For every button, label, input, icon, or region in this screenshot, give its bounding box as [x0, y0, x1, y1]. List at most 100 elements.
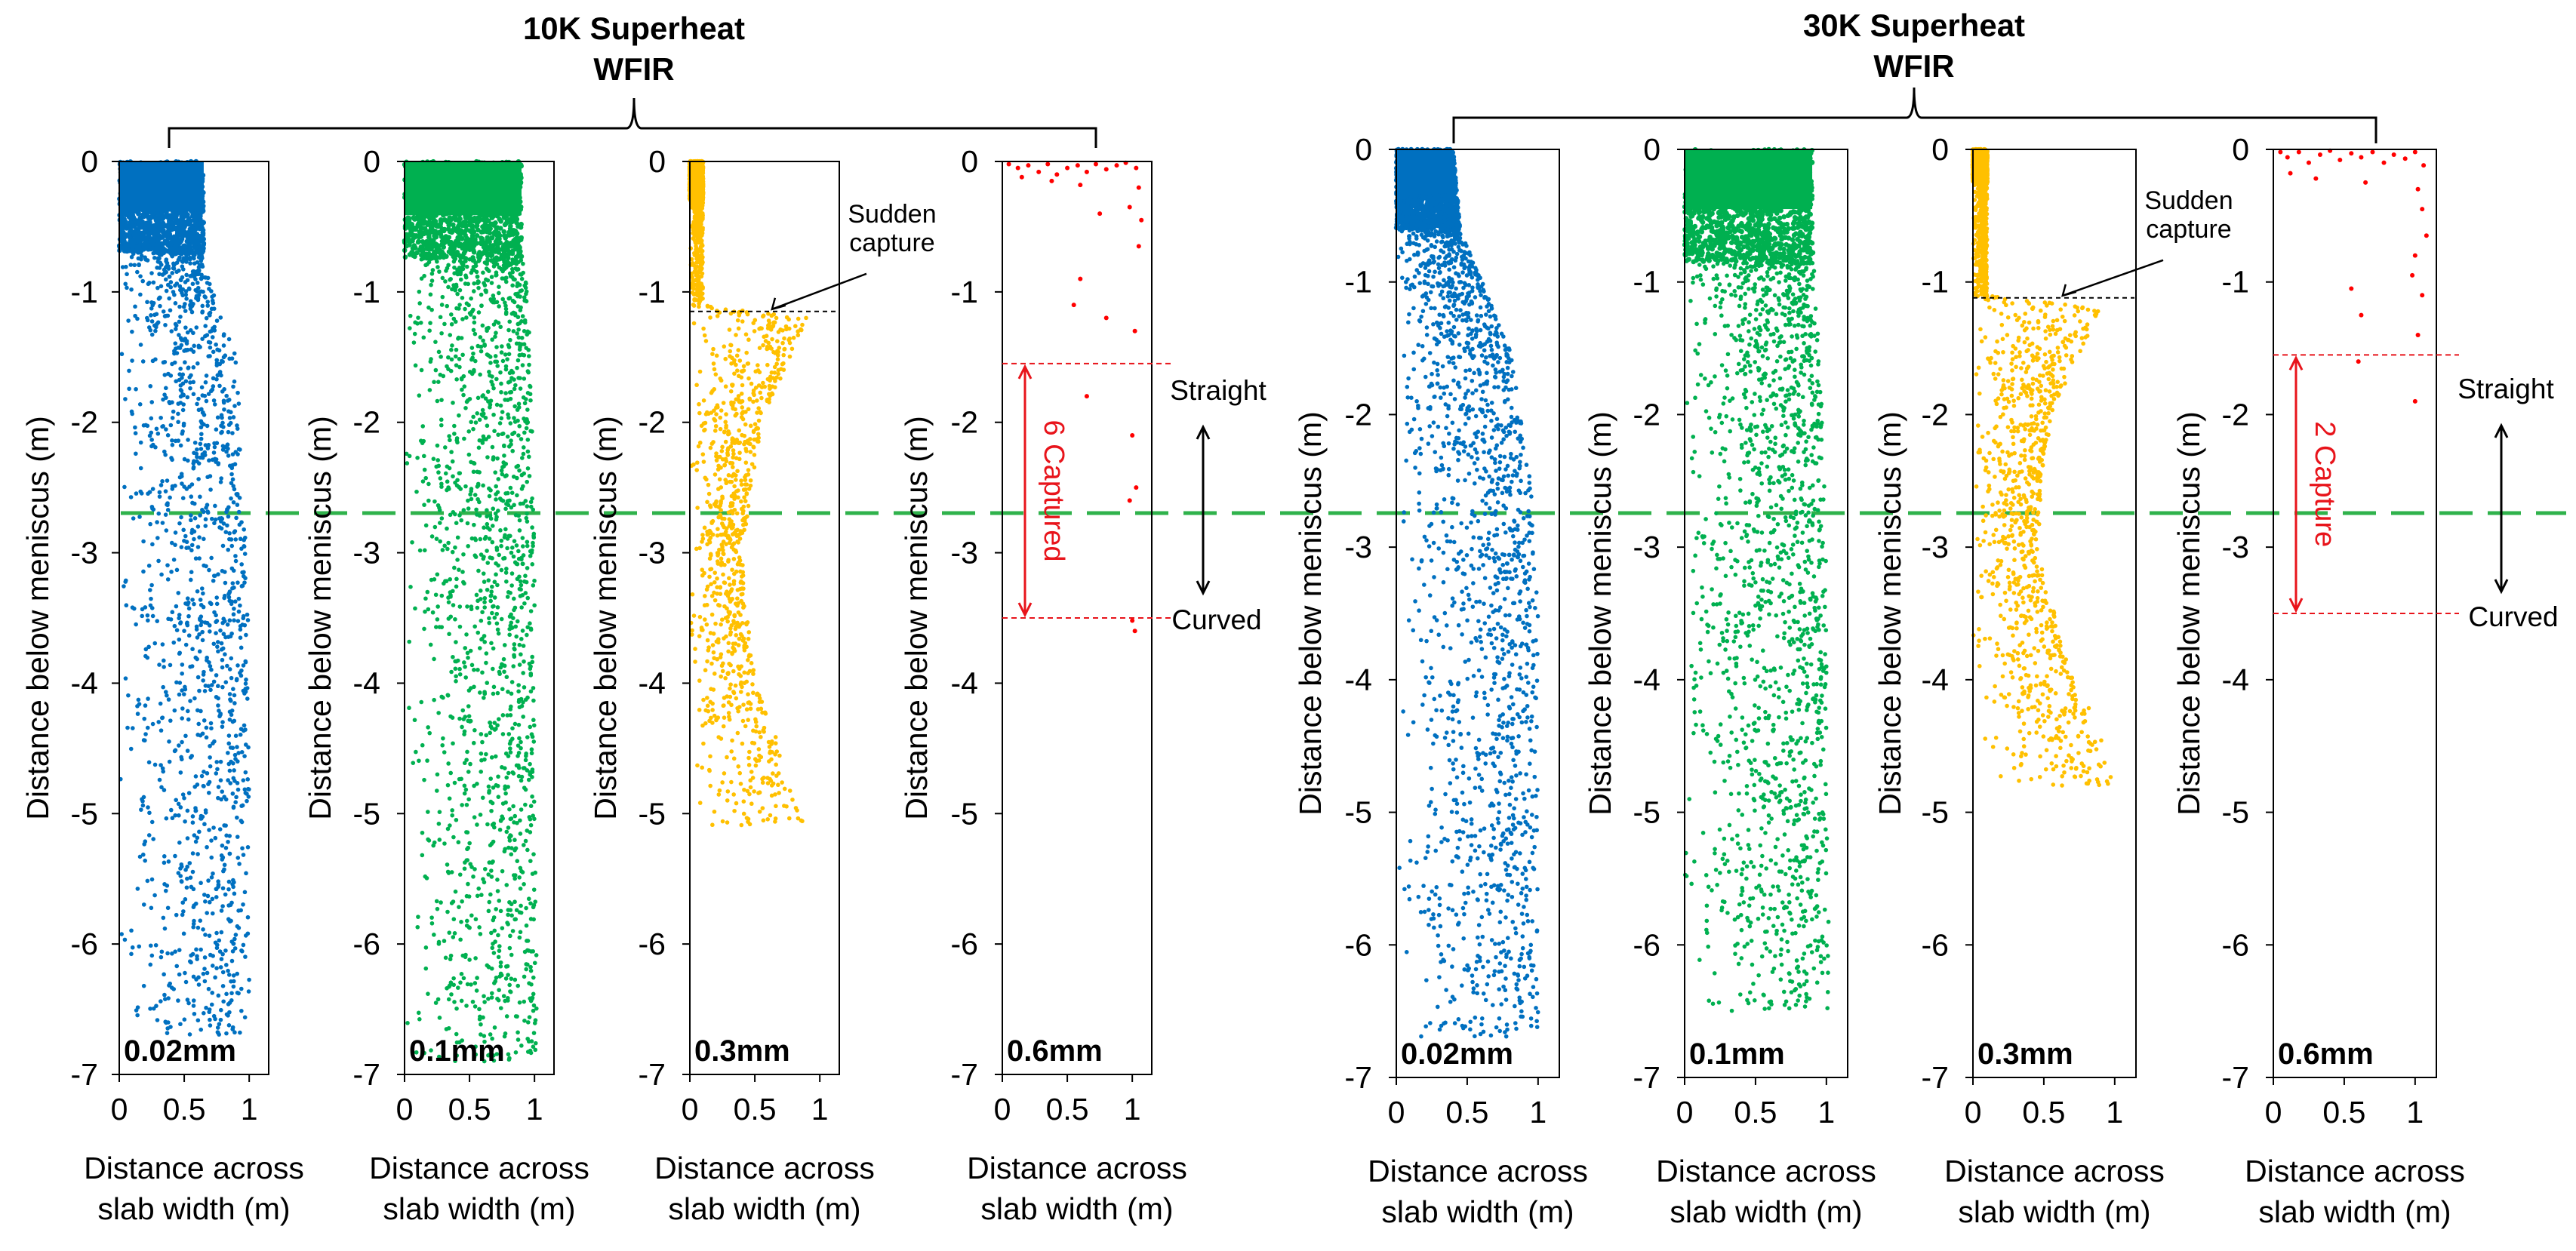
data-point	[505, 434, 510, 439]
data-point	[196, 477, 201, 481]
data-point	[242, 754, 247, 758]
data-point	[446, 600, 451, 604]
data-point	[215, 644, 220, 649]
data-point	[230, 452, 235, 456]
data-point	[154, 426, 159, 432]
data-point	[193, 774, 199, 779]
data-point	[428, 292, 433, 297]
data-point	[457, 471, 462, 475]
data-point	[132, 263, 137, 268]
data-point	[448, 251, 454, 257]
data-point	[227, 416, 232, 420]
data-point	[522, 999, 527, 1004]
data-point	[164, 288, 169, 294]
data-point	[162, 881, 167, 887]
data-point	[170, 816, 175, 821]
data-point	[511, 217, 517, 223]
data-point	[173, 341, 178, 346]
data-point	[437, 521, 442, 525]
data-point	[204, 373, 209, 378]
data-point	[533, 1040, 538, 1046]
data-point	[211, 641, 217, 647]
y-tick-label: -6	[71, 927, 98, 961]
data-point	[242, 580, 247, 585]
data-point	[531, 1031, 537, 1035]
data-point	[177, 651, 182, 656]
data-point	[531, 718, 536, 723]
data-point	[130, 605, 135, 610]
data-point	[202, 718, 207, 723]
data-point	[220, 647, 224, 652]
data-point	[520, 536, 525, 540]
data-point	[223, 948, 228, 953]
data-point	[493, 979, 498, 984]
data-point	[170, 271, 175, 275]
data-point	[214, 361, 220, 366]
data-point	[475, 512, 479, 517]
data-point	[202, 893, 207, 897]
data-point	[148, 383, 153, 389]
data-point	[510, 736, 515, 742]
data-point	[448, 438, 452, 443]
data-point	[242, 1015, 248, 1020]
data-point	[525, 369, 531, 373]
data-point	[149, 819, 155, 825]
data-point	[232, 606, 236, 611]
data-point	[146, 760, 152, 765]
data-point	[211, 573, 217, 578]
data-point	[179, 864, 184, 869]
data-point	[214, 601, 220, 607]
data-point	[199, 708, 203, 714]
data-point	[148, 216, 153, 221]
data-point	[223, 580, 228, 586]
data-point	[524, 967, 528, 972]
data-point	[442, 445, 448, 450]
data-point	[181, 219, 186, 224]
data-point	[220, 789, 225, 794]
data-point	[505, 595, 510, 599]
data-point	[208, 345, 213, 350]
data-point	[472, 981, 478, 985]
data-point	[509, 680, 515, 684]
data-point	[467, 841, 472, 846]
data-point	[199, 881, 203, 886]
data-point	[243, 659, 248, 664]
data-point	[458, 235, 464, 241]
data-point	[220, 720, 225, 724]
data-point	[439, 238, 445, 244]
data-point	[518, 579, 523, 584]
data-point	[410, 238, 415, 244]
data-point	[464, 802, 469, 807]
data-point	[189, 543, 195, 548]
data-point	[429, 278, 435, 283]
data-point	[245, 914, 251, 920]
data-point	[236, 509, 242, 515]
data-point	[226, 973, 232, 977]
dense-particle-region	[119, 161, 204, 212]
data-point	[226, 337, 232, 342]
data-point	[146, 618, 150, 623]
data-point	[232, 487, 237, 492]
data-point	[220, 970, 226, 975]
data-point	[149, 332, 155, 337]
data-point	[461, 976, 466, 981]
data-point	[202, 979, 208, 984]
data-point	[519, 903, 523, 908]
data-point	[475, 395, 481, 401]
data-point	[180, 739, 184, 745]
data-point	[463, 214, 469, 220]
data-point	[223, 652, 227, 656]
data-point	[507, 945, 512, 951]
data-point	[238, 536, 243, 542]
data-point	[211, 825, 216, 830]
data-point	[186, 546, 191, 550]
data-point	[426, 305, 431, 310]
data-point	[455, 535, 460, 540]
data-point	[135, 316, 140, 321]
data-point	[221, 868, 226, 874]
data-point	[512, 377, 516, 382]
data-point	[519, 910, 524, 915]
data-point	[450, 813, 454, 818]
data-point	[195, 835, 200, 841]
data-point	[181, 402, 186, 407]
